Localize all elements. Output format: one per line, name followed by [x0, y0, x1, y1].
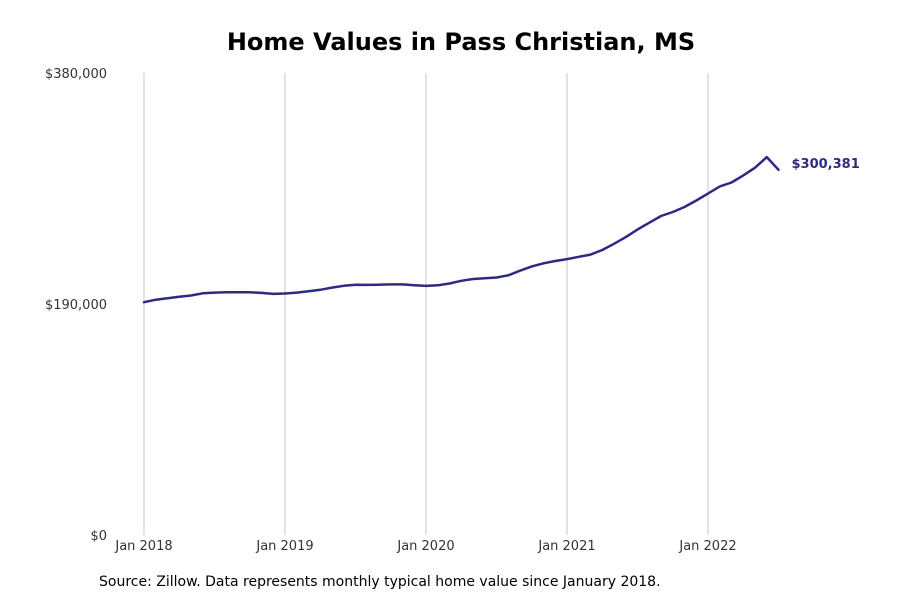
series-layer: $300,381: [142, 155, 860, 304]
x-tick-label: Jan 2021: [537, 539, 595, 554]
series-line: [142, 155, 780, 304]
x-axis-tick-labels: Jan 2018 Jan 2019 Jan 2020 Jan 2021 Jan 2022: [114, 539, 736, 554]
y-axis-tick-labels: $0 $190,000 $380,000: [45, 67, 107, 544]
chart-title: Home Values in Pass Christian, MS: [226, 28, 696, 56]
grid-lines: [143, 73, 709, 535]
x-tick-label: Jan 2018: [114, 539, 172, 554]
end-value-label: $300,381: [792, 157, 860, 172]
y-tick-label: $190,000: [45, 298, 107, 313]
x-tick-label: Jan 2020: [396, 539, 454, 554]
y-tick-label: $380,000: [45, 67, 107, 82]
x-tick-label: Jan 2019: [255, 539, 313, 554]
source-note: Source: Zillow. Data represents monthly …: [99, 574, 661, 590]
x-tick-label: Jan 2022: [678, 539, 736, 554]
y-tick-label: $0: [90, 529, 107, 544]
